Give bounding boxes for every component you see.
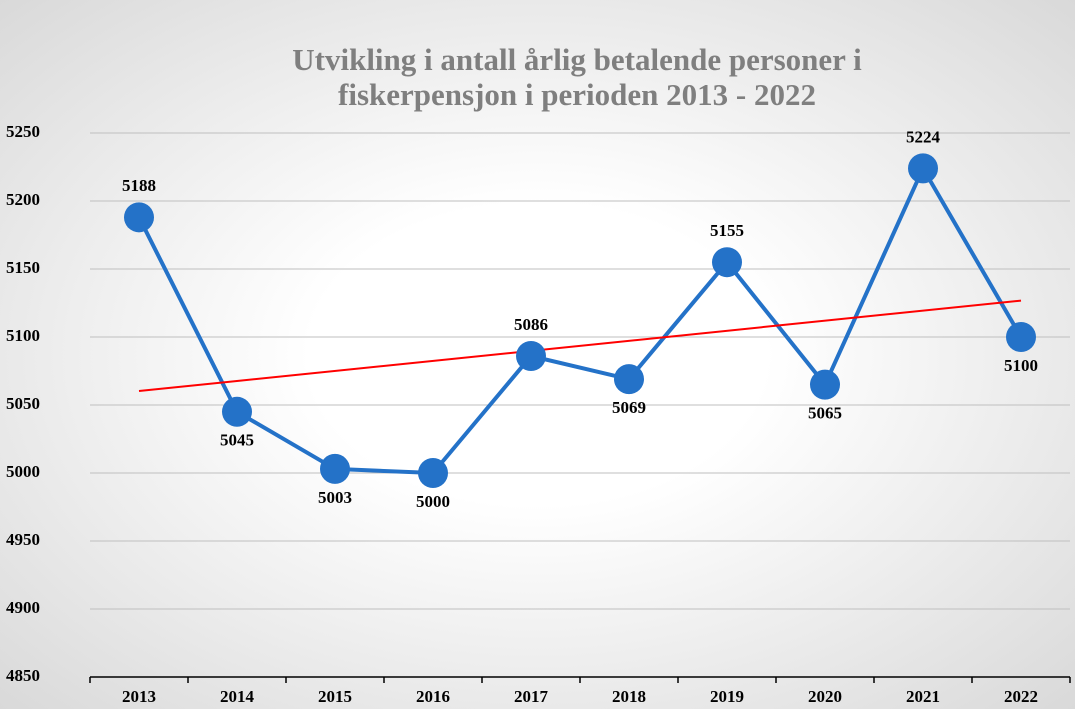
data-label: 5065 xyxy=(808,404,842,423)
point xyxy=(418,458,448,488)
data-label: 5224 xyxy=(906,127,941,146)
y-tick-label: 5000 xyxy=(6,462,40,481)
y-tick-label: 5250 xyxy=(6,122,40,141)
point xyxy=(516,341,546,372)
point xyxy=(222,396,252,427)
data-label: 5003 xyxy=(318,488,352,507)
data-label: 5100 xyxy=(1004,356,1038,375)
y-tick-label: 5150 xyxy=(6,258,40,277)
y-tick-label: 5100 xyxy=(6,326,40,345)
y-tick-label: 4950 xyxy=(6,530,40,549)
data-label: 5188 xyxy=(122,176,156,195)
data-label: 5045 xyxy=(220,431,254,450)
trend-line xyxy=(138,299,1022,393)
series-line xyxy=(137,164,1023,476)
data-label: 5086 xyxy=(514,315,548,334)
x-tick-label: 2022 xyxy=(1004,687,1038,706)
x-tick-label: 2015 xyxy=(318,687,352,706)
x-tick-label: 2014 xyxy=(220,687,255,706)
y-tick-label: 4900 xyxy=(6,598,40,617)
point xyxy=(810,369,840,400)
y-tick-label: 5200 xyxy=(6,190,40,209)
y-tick-label: 4850 xyxy=(6,666,40,685)
x-tick-label: 2019 xyxy=(710,687,744,706)
x-tick-label: 2018 xyxy=(612,687,646,706)
y-tick-label: 5050 xyxy=(6,394,40,413)
point xyxy=(614,364,644,395)
chart-title: Utvikling i antall årlig betalende perso… xyxy=(292,42,862,112)
point xyxy=(1006,322,1036,352)
x-tick-label: 2020 xyxy=(808,687,842,706)
x-tick-label: 2013 xyxy=(122,687,156,706)
point xyxy=(712,247,742,278)
data-label: 5155 xyxy=(710,221,744,240)
x-tick-label: 2021 xyxy=(906,687,940,706)
data-label: 5000 xyxy=(416,492,450,511)
x-tick-label: 2017 xyxy=(514,687,549,706)
point xyxy=(124,202,154,233)
point xyxy=(320,453,350,484)
x-tick-label: 2016 xyxy=(416,687,450,706)
point xyxy=(908,153,938,184)
data-label: 5069 xyxy=(612,398,646,417)
